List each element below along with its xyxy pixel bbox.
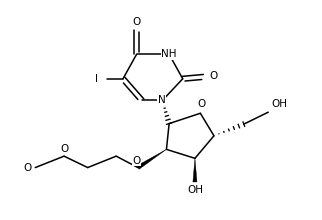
Text: O: O bbox=[23, 163, 31, 172]
Polygon shape bbox=[193, 158, 197, 182]
Text: I: I bbox=[95, 74, 98, 84]
Text: OH: OH bbox=[271, 99, 287, 109]
Text: O: O bbox=[60, 144, 68, 154]
Text: O: O bbox=[197, 99, 205, 110]
Text: NH: NH bbox=[161, 49, 177, 59]
Polygon shape bbox=[137, 149, 166, 169]
Text: O: O bbox=[209, 71, 217, 81]
Text: O: O bbox=[132, 17, 141, 27]
Text: N: N bbox=[158, 95, 166, 106]
Text: OH: OH bbox=[187, 185, 203, 195]
Text: O: O bbox=[132, 156, 141, 166]
